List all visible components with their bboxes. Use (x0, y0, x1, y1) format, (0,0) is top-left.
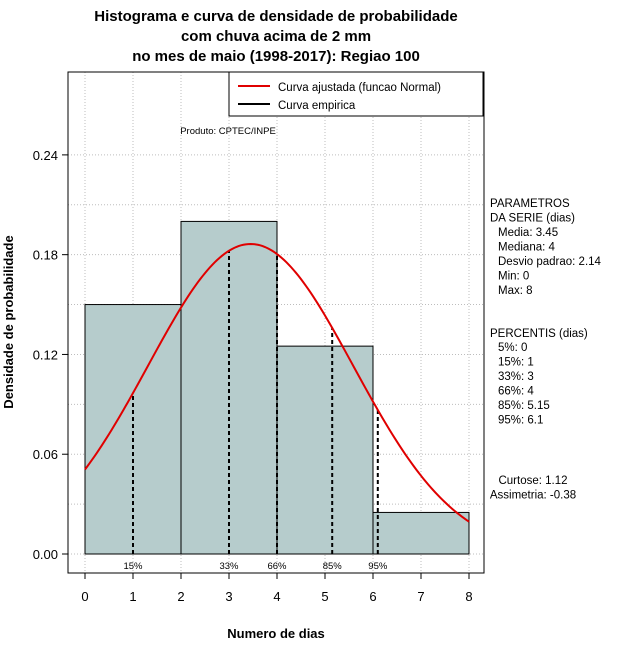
parametros-line: Mediana: 4 (498, 242, 556, 254)
histogram-bar (372, 511, 470, 555)
x-tick-label: 3 (225, 589, 232, 604)
parametros-heading: DA SERIE (dias) (490, 213, 575, 225)
percentis-line: 15%: 1 (498, 357, 534, 369)
x-axis: 0 1 2 3 4 5 6 7 8 Numero de dias (81, 573, 473, 641)
percentile-label: 33% (219, 561, 239, 572)
normal-curve (84, 242, 470, 523)
percentis-line: 66%: 4 (498, 386, 534, 398)
chart-title: Histograma e curva de densidade de proba… (94, 8, 457, 65)
parametros-line: Desvio padrao: 2.14 (498, 256, 602, 268)
percentis-heading: PERCENTIS (dias) (490, 328, 588, 340)
percentis-line: 85%: 5.15 (498, 400, 550, 412)
parametros-line: Media: 3.45 (498, 227, 558, 239)
y-tick-label: 0.00 (33, 547, 58, 562)
percentis-line: 95%: 6.1 (498, 415, 543, 427)
y-tick-label: 0.18 (33, 248, 58, 263)
shape-stat-line: Assimetria: -0.38 (490, 490, 576, 502)
x-axis-label: Numero de dias (227, 626, 325, 641)
y-axis: 0.00 0.06 0.12 0.18 0.24 Densidade de probabi… (1, 148, 68, 562)
parametros-heading: PARAMETROS (490, 198, 570, 210)
legend-box (228, 71, 484, 117)
title-line: no mes de maio (1998-2017): Regiao 100 (132, 48, 420, 65)
x-tick-label: 7 (417, 589, 424, 604)
x-tick-label: 1 (129, 589, 136, 604)
normal-curve-line (84, 242, 470, 523)
y-tick-label: 0.06 (33, 447, 58, 462)
x-tick-label: 2 (177, 589, 184, 604)
histogram-bar (276, 345, 374, 555)
percentile-label: 95% (368, 561, 388, 572)
legend-entry-label: Curva ajustada (funcao Normal) (278, 82, 441, 94)
y-tick-label: 0.12 (33, 347, 58, 362)
parametros-line: Max: 8 (498, 285, 533, 297)
legend-entry-label: Curva empirica (278, 100, 356, 112)
parametros-line: Min: 0 (498, 271, 529, 283)
percentis-line: 5%: 0 (498, 342, 527, 354)
title-line: Histograma e curva de densidade de proba… (94, 8, 457, 25)
percentile-label: 66% (267, 561, 287, 572)
percentile-label: 15% (123, 561, 143, 572)
y-axis-label: Densidade de probabilidade (1, 235, 16, 408)
statistics-panel: PARAMETROS DA SERIE (dias) Media: 3.45 Medi… (490, 198, 602, 502)
x-tick-label: 4 (273, 589, 280, 604)
histogram-bars (84, 220, 470, 555)
y-tick-label: 0.24 (33, 148, 58, 163)
x-tick-label: 5 (321, 589, 328, 604)
x-tick-label: 8 (465, 589, 472, 604)
percentis-line: 33%: 3 (498, 371, 534, 383)
percentile-lines: 15% 33% 66% 85% 95% (123, 250, 388, 572)
percentile-label: 85% (323, 561, 343, 572)
credit-text: Produto: CPTEC/INPE (180, 126, 276, 137)
x-tick-label: 6 (369, 589, 376, 604)
shape-stat-line: Curtose: 1.12 (498, 475, 567, 487)
legend: Curva ajustada (funcao Normal) Curva empi… (228, 71, 484, 117)
x-tick-label: 0 (81, 589, 88, 604)
title-line: com chuva acima de 2 mm (181, 28, 371, 45)
